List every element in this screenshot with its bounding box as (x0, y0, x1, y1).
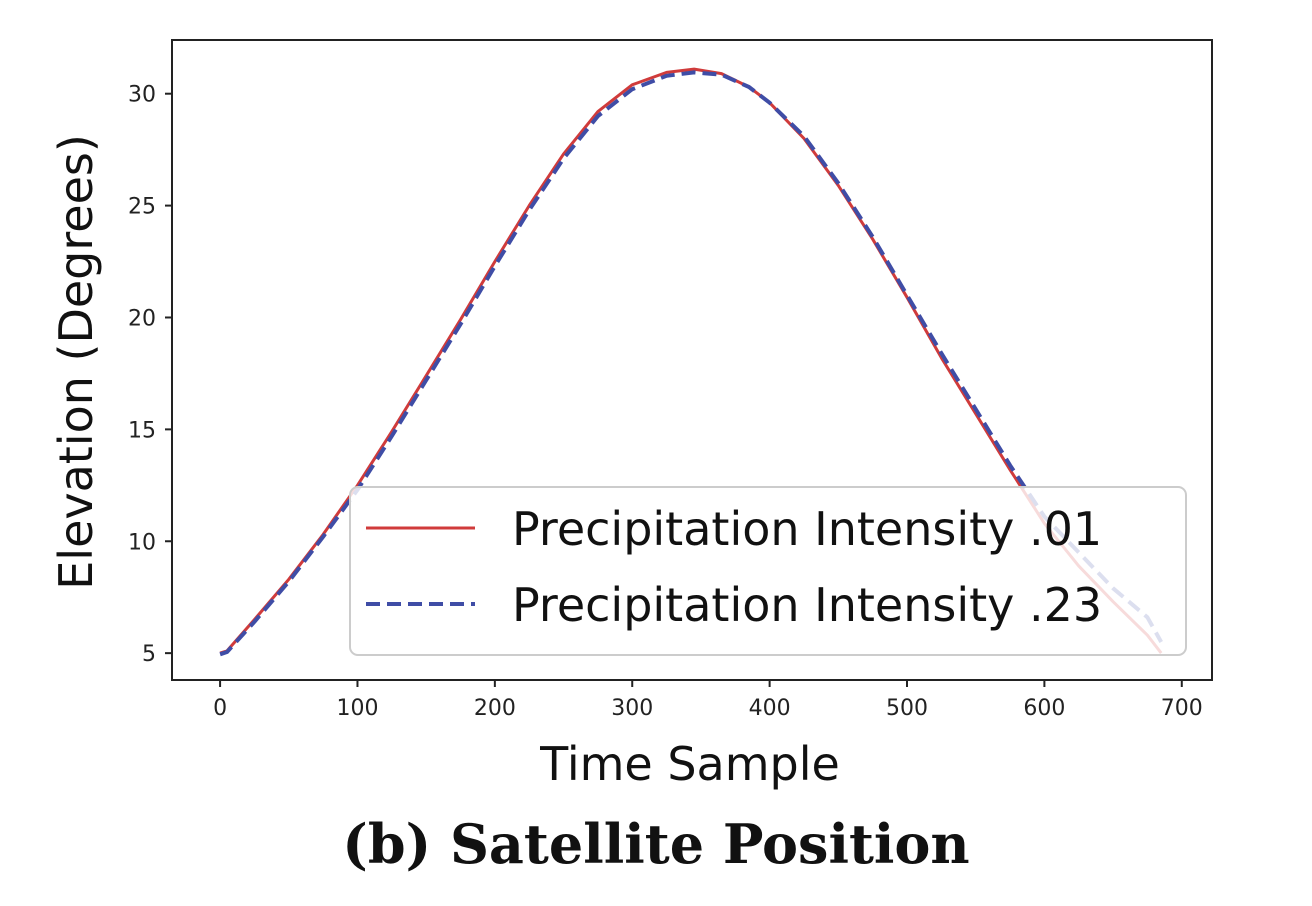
plot-frame (171, 39, 1213, 681)
y-tick-label: 25 (128, 195, 156, 220)
y-tick-label: 10 (128, 530, 156, 555)
y-tick-label: 5 (142, 642, 156, 667)
x-tick-label: 300 (611, 696, 653, 721)
legend-box (349, 486, 1187, 656)
x-tick-label: 400 (749, 696, 791, 721)
x-tick-label: 0 (213, 696, 227, 721)
x-tick-label: 100 (336, 696, 378, 721)
y-tick-label: 30 (128, 83, 156, 108)
x-tick-label: 700 (1161, 696, 1203, 721)
x-tick-label: 200 (474, 696, 516, 721)
x-axis-label: Time Sample (539, 737, 840, 791)
legend-label-series-2: Precipitation Intensity .23 (512, 578, 1102, 632)
y-tick-label: 20 (128, 306, 156, 331)
x-tick-label: 500 (886, 696, 928, 721)
legend-label-series-1: Precipitation Intensity .01 (512, 502, 1102, 556)
figure-caption: (b) Satellite Position (342, 812, 970, 876)
ticks-layer: 0 100 200 300 400 500 600 700 5 10 15 20 25 30 (128, 83, 1203, 721)
legend: Precipitation Intensity .01 Precipitatio… (349, 486, 1187, 656)
series-line-1 (219, 67, 1163, 655)
y-tick-label: 15 (128, 418, 156, 443)
x-tick-label: 600 (1023, 696, 1065, 721)
y-axis-label: Elevation (Degrees) (49, 134, 103, 590)
